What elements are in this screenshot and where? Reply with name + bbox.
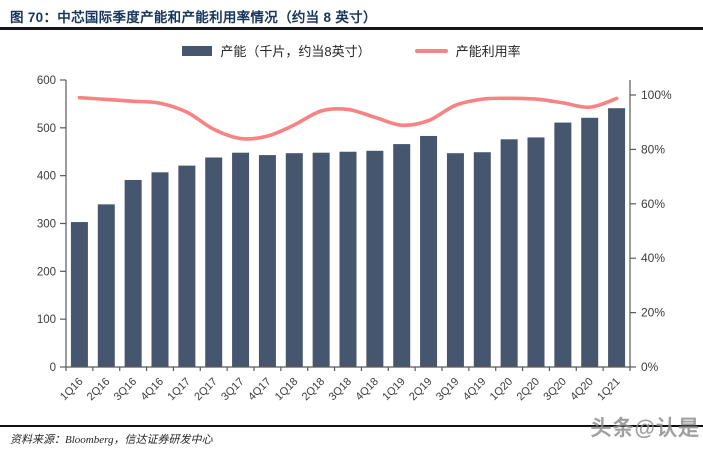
capacity-bar-swatch-icon	[182, 45, 213, 56]
legend-utilization-label: 产能利用率	[455, 44, 521, 59]
legend-capacity-label: 产能（千片，约当8英寸）	[220, 44, 371, 59]
left-axis-tick-label: 600	[37, 75, 56, 87]
capacity-bar-2Q20	[527, 137, 545, 367]
capacity-bar-4Q20	[581, 117, 599, 367]
utilization-line	[77, 95, 619, 141]
capacity-bar-4Q18	[366, 150, 384, 367]
x-label-2Q18: 2Q18	[300, 376, 328, 404]
x-label-1Q19: 1Q19	[380, 376, 408, 404]
utilization-line-swatch-icon	[414, 48, 448, 53]
combo-chart: 0 100 200 300 400 500 600 0% 20% 40% 60% 80% 100% 1Q1…	[0, 70, 703, 422]
capacity-bar-1Q16	[70, 222, 88, 367]
x-label-3Q17: 3Q17	[219, 376, 247, 404]
right-axis-tick-label: 0%	[641, 360, 659, 374]
capacity-bar-1Q20	[500, 139, 518, 367]
chart-legend: 产能（千片，约当8英寸） 产能利用率	[0, 41, 703, 60]
source-note: 资料来源：Bloomberg，信达证券研发中心	[10, 434, 213, 446]
x-label-1Q16: 1Q16	[58, 376, 86, 404]
watermark: 头条@认是	[590, 417, 700, 440]
x-label-2Q16: 2Q16	[85, 376, 113, 404]
x-label-3Q18: 3Q18	[327, 376, 355, 404]
capacity-bar-2Q18	[312, 152, 330, 367]
right-axis-tick-label: 100%	[641, 88, 672, 102]
capacity-bar-4Q17	[258, 155, 276, 367]
capacity-bar-1Q19	[393, 144, 411, 367]
footer-divider	[0, 425, 703, 427]
capacity-bar-1Q21	[608, 108, 626, 367]
x-label-4Q18: 4Q18	[353, 376, 381, 404]
x-label-2Q20: 2Q20	[515, 376, 543, 404]
capacity-bars	[70, 108, 626, 367]
capacity-bar-3Q17	[232, 152, 250, 367]
x-axis-labels: 1Q16 2Q16 3Q16 4Q16 1Q17 2Q17 3Q17 4Q17 1Q18 2Q18…	[58, 376, 623, 404]
capacity-bar-2Q17	[205, 157, 223, 367]
capacity-bar-3Q19	[446, 153, 464, 367]
figure-title: 图 70：中芯国际季度产能和产能利用率情况（约当 8 英寸）	[10, 10, 377, 25]
x-label-1Q21: 1Q21	[595, 376, 623, 404]
left-axis-tick-label: 0	[50, 362, 56, 374]
x-label-1Q17: 1Q17	[165, 376, 193, 404]
x-label-3Q20: 3Q20	[541, 376, 569, 404]
x-label-1Q18: 1Q18	[273, 376, 301, 404]
right-axis-tick-label: 20%	[641, 306, 665, 320]
x-label-2Q19: 2Q19	[407, 376, 435, 404]
capacity-bar-3Q20	[554, 122, 572, 367]
title-underline	[0, 27, 703, 30]
chart-canvas: 0 100 200 300 400 500 600 0% 20% 40% 60% 80% 100% 1Q1…	[37, 75, 672, 404]
left-axis-tick-label: 300	[37, 219, 56, 231]
axes: 0 100 200 300 400 500 600 0% 20% 40% 60% 80% 100%	[37, 75, 672, 374]
left-axis-tick-label: 100	[37, 314, 56, 326]
left-axis-tick-label: 200	[37, 266, 56, 278]
x-label-3Q19: 3Q19	[434, 376, 462, 404]
capacity-bar-1Q17	[178, 165, 196, 367]
x-label-4Q17: 4Q17	[246, 376, 274, 404]
x-label-4Q16: 4Q16	[139, 376, 167, 404]
capacity-bar-2Q19	[420, 135, 438, 367]
x-label-4Q19: 4Q19	[461, 376, 489, 404]
x-label-1Q20: 1Q20	[488, 376, 516, 404]
capacity-bar-3Q16	[124, 179, 142, 367]
legend-item-capacity: 产能（千片，约当8英寸）	[182, 41, 371, 60]
x-label-3Q16: 3Q16	[112, 376, 140, 404]
capacity-bar-3Q18	[339, 151, 357, 367]
left-axis-tick-label: 400	[37, 171, 56, 183]
capacity-bar-4Q16	[151, 172, 169, 367]
capacity-bar-4Q19	[473, 152, 491, 367]
right-axis-tick-label: 40%	[641, 251, 665, 265]
capacity-bar-1Q18	[285, 153, 303, 367]
x-label-2Q17: 2Q17	[192, 376, 220, 404]
legend-item-utilization: 产能利用率	[414, 41, 521, 60]
right-axis-tick-label: 80%	[641, 142, 665, 156]
capacity-bar-2Q16	[97, 204, 115, 367]
x-label-4Q20: 4Q20	[568, 376, 596, 404]
right-axis-tick-label: 60%	[641, 197, 665, 211]
left-axis-tick-label: 500	[37, 123, 56, 135]
